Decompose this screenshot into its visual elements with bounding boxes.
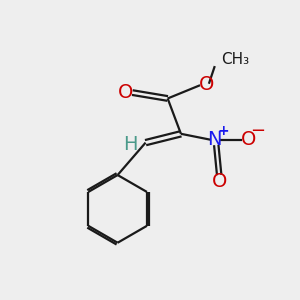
- Text: O: O: [118, 83, 134, 102]
- Text: CH₃: CH₃: [221, 52, 249, 67]
- Text: O: O: [212, 172, 227, 191]
- Text: O: O: [241, 130, 256, 149]
- Text: −: −: [250, 122, 266, 140]
- Text: +: +: [217, 124, 229, 138]
- Text: H: H: [123, 136, 137, 154]
- Text: N: N: [208, 130, 222, 149]
- Text: O: O: [199, 75, 214, 94]
